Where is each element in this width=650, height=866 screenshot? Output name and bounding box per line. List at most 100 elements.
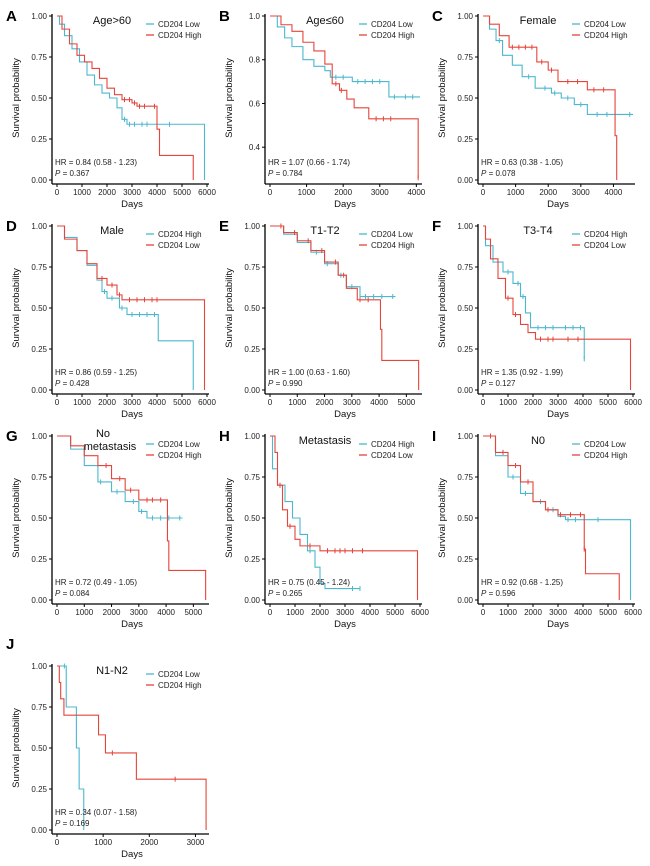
survival-curve-blue: [270, 15, 420, 98]
p-value-text: = 0.367: [60, 169, 90, 178]
x-tick-label: 1000: [298, 188, 316, 197]
x-tick-label: 3000: [130, 608, 148, 617]
y-axis-label: Survival probability: [437, 58, 448, 138]
km-panel-J: 0.00 0.25 0.50 0.75 1.00 0 1000 2000 3000 Days Sur…: [0, 650, 216, 864]
y-tick-label: 0.75: [31, 703, 47, 712]
x-tick-label: 0: [268, 398, 273, 407]
y-axis-label: Survival probability: [437, 478, 448, 558]
p-label: P: [481, 379, 487, 388]
x-tick-label: 4000: [148, 398, 166, 407]
x-tick-label: 6000: [624, 608, 642, 617]
y-tick-label: 1.00: [31, 12, 47, 21]
survival-curve-blue: [57, 665, 85, 830]
x-tick-label: 1000: [499, 398, 517, 407]
survival-curve-red: [57, 435, 207, 600]
panel-letter: E: [219, 218, 230, 235]
y-tick-label: 0.75: [244, 263, 260, 272]
y-tick-label: 0.6: [249, 99, 261, 108]
y-tick-label: 1.00: [244, 222, 260, 231]
y-axis-label: Survival probability: [11, 478, 22, 558]
x-tick-label: 5000: [184, 608, 202, 617]
x-axis-label: Days: [547, 199, 569, 210]
p-value: P = 0.784: [268, 169, 303, 178]
survival-curve-red: [483, 435, 620, 600]
survival-curve-blue: [57, 15, 206, 180]
panel-title: T1-T2: [310, 225, 339, 237]
km-plot: 0.00 0.25 0.50 0.75 1.00 0 1000 2000 3000 4000 500…: [437, 222, 642, 420]
panel-letter: H: [219, 428, 230, 445]
panel-title: N0: [531, 435, 545, 447]
x-axis-label: Days: [121, 409, 143, 420]
panel-letter: D: [6, 218, 17, 235]
x-tick-label: 3000: [187, 838, 205, 847]
y-tick-label: 0.00: [457, 176, 473, 185]
y-tick-label: 0.50: [457, 514, 473, 523]
y-tick-label: 0.75: [244, 473, 260, 482]
survival-curve-red: [57, 225, 206, 390]
x-tick-label: 1000: [73, 398, 91, 407]
x-tick-label: 1000: [94, 838, 112, 847]
legend-label: CD204 Low: [584, 440, 626, 449]
x-tick-label: 6000: [411, 608, 429, 617]
survival-curve-red: [57, 15, 194, 180]
x-axis-label: Days: [334, 619, 356, 630]
x-tick-label: 0: [55, 398, 60, 407]
x-tick-label: 6000: [198, 398, 216, 407]
y-tick-label: 0.25: [244, 345, 260, 354]
p-label: P: [481, 169, 487, 178]
legend-label: CD204 High: [158, 230, 202, 239]
survival-curve-red: [483, 225, 632, 390]
y-tick-label: 1.0: [249, 12, 261, 21]
x-tick-label: 1000: [499, 608, 517, 617]
legend-label: CD204 Low: [158, 241, 200, 250]
km-panel-B: 0.4 0.6 0.8 1.0 0 1000 2000 3000 4000 Days Surviva…: [213, 0, 429, 214]
legend-label: CD204 High: [584, 230, 628, 239]
y-tick-label: 0.75: [457, 53, 473, 62]
panel-letter: F: [432, 218, 442, 235]
legend-label: CD204 Low: [584, 241, 626, 250]
y-tick-label: 0.75: [457, 473, 473, 482]
x-axis-label: Days: [121, 849, 143, 860]
y-tick-label: 1.00: [457, 12, 473, 21]
survival-curve-red: [57, 665, 207, 830]
legend-label: CD204 High: [584, 451, 628, 460]
x-tick-label: 2000: [524, 398, 542, 407]
x-tick-label: 4000: [574, 398, 592, 407]
y-tick-label: 0.75: [31, 473, 47, 482]
x-tick-label: 2000: [334, 188, 352, 197]
legend-label: CD204 Low: [158, 440, 200, 449]
y-tick-label: 0.00: [244, 386, 260, 395]
x-tick-label: 3000: [549, 608, 567, 617]
x-tick-label: 4000: [148, 188, 166, 197]
y-tick-label: 0.25: [31, 345, 47, 354]
panel-title: N1-N2: [96, 665, 128, 677]
y-axis-label: Survival probability: [11, 268, 22, 348]
panel-letter: I: [432, 428, 437, 445]
hazard-ratio: HR = 0.86 (0.59 - 1.25): [55, 368, 137, 377]
p-value-text: = 0.990: [273, 379, 303, 388]
hazard-ratio: HR = 0.84 (0.58 - 1.23): [55, 158, 137, 167]
y-axis-label: Survival probability: [11, 58, 22, 138]
hazard-ratio: HR = 0.72 (0.49 - 1.05): [55, 578, 137, 587]
y-axis-label: Survival probability: [11, 708, 22, 788]
km-plot: 0.00 0.25 0.50 0.75 1.00 0 1000 2000 3000 4000 500…: [224, 432, 429, 630]
panel-letter: J: [6, 636, 15, 653]
p-value: P = 0.169: [55, 819, 90, 828]
x-tick-label: 2000: [311, 608, 329, 617]
legend-label: CD204 Low: [158, 670, 200, 679]
p-label: P: [55, 379, 61, 388]
p-value-text: = 0.596: [486, 589, 516, 598]
legend-label: CD204 Low: [584, 20, 626, 29]
hazard-ratio: HR = 1.35 (0.92 - 1.99): [481, 368, 563, 377]
y-tick-label: 0.50: [244, 514, 260, 523]
y-tick-label: 0.50: [457, 304, 473, 313]
x-tick-label: 3000: [572, 188, 590, 197]
x-tick-label: 4000: [605, 188, 623, 197]
y-tick-label: 0.25: [31, 135, 47, 144]
km-plot: 0.00 0.25 0.50 0.75 1.00 0 1000 2000 3000 4000 Day…: [437, 12, 635, 210]
y-tick-label: 0.25: [31, 555, 47, 564]
km-plot: 0.00 0.25 0.50 0.75 1.00 0 1000 2000 3000 4000 500…: [11, 12, 216, 210]
x-axis-label: Days: [334, 409, 356, 420]
survival-curve-red: [270, 435, 419, 600]
x-tick-label: 4000: [407, 188, 425, 197]
